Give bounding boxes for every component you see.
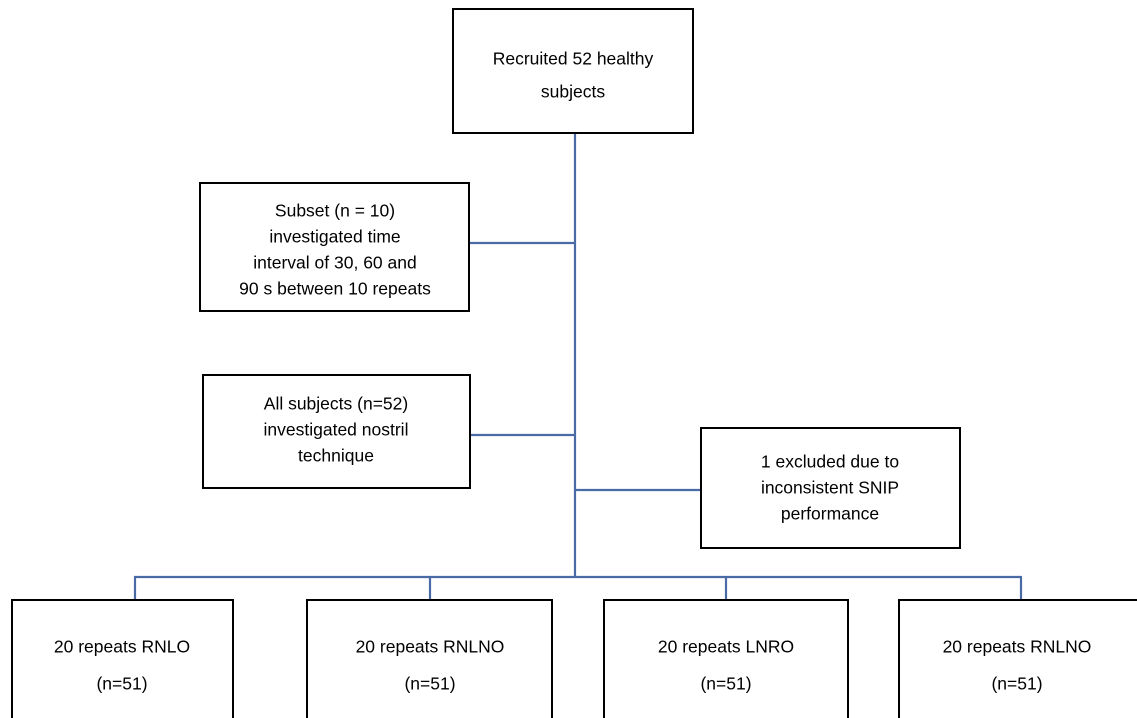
- node-box: [452, 8, 694, 134]
- node-text: (n=51): [700, 674, 751, 694]
- node-box: [306, 599, 553, 718]
- node-box: [603, 599, 849, 718]
- node-text: investigated time: [269, 227, 400, 247]
- node-text: inconsistent SNIP: [761, 478, 899, 498]
- labels: Recruited 52 healthy subjects Subset (n …: [54, 49, 1092, 694]
- node-box: [11, 599, 234, 718]
- node-text: performance: [781, 504, 879, 524]
- node-box: [898, 599, 1137, 718]
- node-text: interval of 30, 60 and: [253, 253, 416, 273]
- node-text: 1 excluded due to: [761, 452, 899, 472]
- node-text: technique: [298, 446, 374, 466]
- node-text: (n=51): [404, 674, 455, 694]
- node-text: 20 repeats RNLNO: [943, 637, 1092, 657]
- node-text: 20 repeats RNLNO: [356, 637, 505, 657]
- node-box: [202, 374, 471, 489]
- node-text: (n=51): [96, 674, 147, 694]
- connectors: [133, 133, 1023, 600]
- node-text: subjects: [541, 82, 605, 102]
- node-text: investigated nostril: [264, 420, 409, 440]
- node-text: Subset (n = 10): [275, 201, 395, 221]
- node-text: (n=51): [991, 674, 1042, 694]
- node-box: [700, 427, 961, 549]
- boxes: [11, 8, 1137, 718]
- node-text: All subjects (n=52): [264, 394, 408, 414]
- node-text: 90 s between 10 repeats: [239, 279, 431, 299]
- node-text: 20 repeats LNRO: [658, 637, 794, 657]
- node-box: [199, 182, 470, 312]
- node-text: 20 repeats RNLO: [54, 637, 190, 657]
- node-text: Recruited 52 healthy: [493, 49, 654, 69]
